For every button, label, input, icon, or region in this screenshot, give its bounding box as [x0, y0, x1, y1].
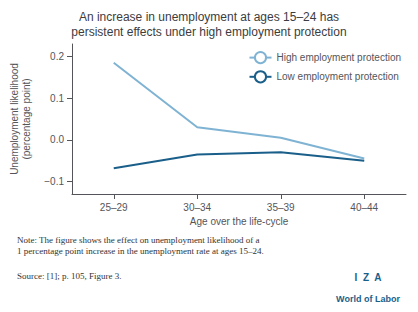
svg-text:World of Labor: World of Labor: [336, 294, 400, 304]
svg-text:30–34: 30–34: [183, 202, 211, 213]
svg-text:I Z A: I Z A: [355, 272, 382, 283]
svg-text:25–29: 25–29: [100, 202, 128, 213]
svg-text:0.0: 0.0: [50, 134, 64, 145]
svg-text:Low employment protection: Low employment protection: [276, 71, 398, 82]
svg-text:Age over the life-cycle: Age over the life-cycle: [190, 216, 289, 227]
svg-text:Source: [1]; p. 105, Figure 3.: Source: [1]; p. 105, Figure 3.: [17, 271, 121, 281]
svg-text:High employment protection: High employment protection: [276, 52, 401, 63]
svg-text:0.1: 0.1: [50, 93, 64, 104]
svg-text:35–39: 35–39: [267, 202, 295, 213]
svg-text:40–44: 40–44: [350, 202, 378, 213]
svg-text:0.2: 0.2: [50, 51, 64, 62]
svg-text:Unemployment likelihood: Unemployment likelihood: [9, 63, 20, 175]
svg-text:1 percentage point increase in: 1 percentage point increase in the unemp…: [17, 246, 264, 256]
svg-text:An increase in unemployment at: An increase in unemployment at ages 15–2…: [79, 10, 339, 24]
svg-text:−0.1: −0.1: [44, 176, 64, 187]
svg-text:(percentage point): (percentage point): [21, 78, 32, 159]
svg-text:persistent effects under high: persistent effects under high employment…: [71, 25, 346, 39]
svg-text:Note: The figure shows the eff: Note: The figure shows the effect on une…: [17, 235, 260, 245]
